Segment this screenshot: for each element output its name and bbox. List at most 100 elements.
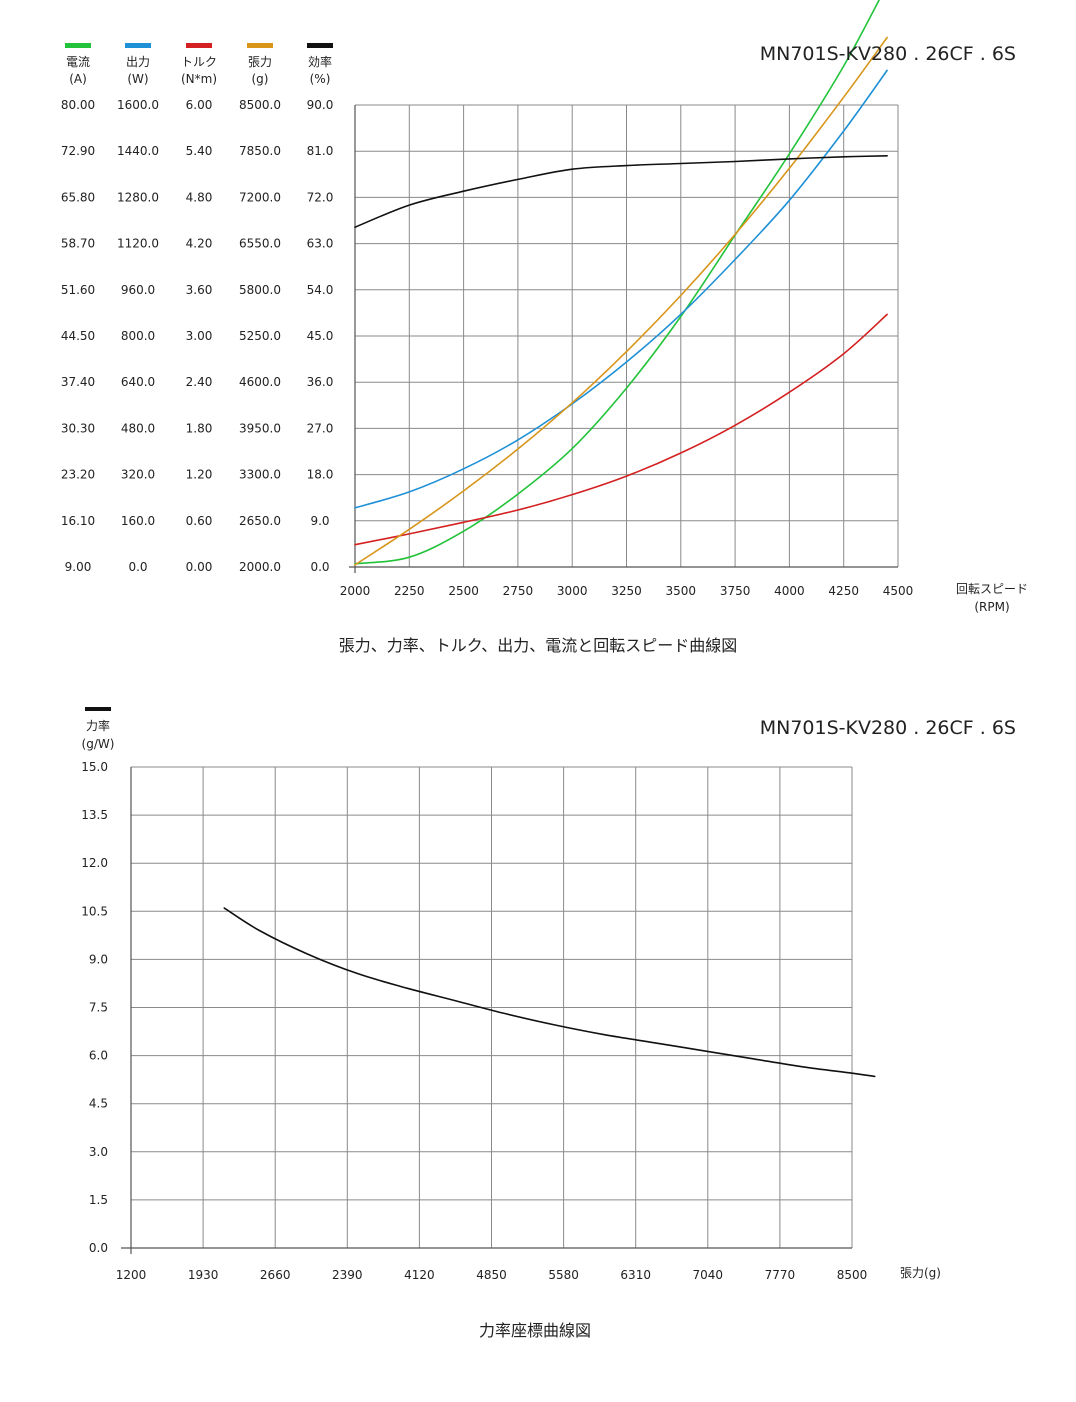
chart2-series-line bbox=[223, 907, 876, 1078]
chart1-y-tick-label: 800.0 bbox=[121, 329, 155, 343]
chart1-curves bbox=[354, 0, 888, 566]
chart1-y-tick-label: 58.70 bbox=[61, 237, 95, 251]
chart1-y-tick-label: 5250.0 bbox=[239, 329, 281, 343]
chart2-y-tick-label: 6.0 bbox=[89, 1049, 108, 1063]
chart1-y-tick-label: 5800.0 bbox=[239, 283, 281, 297]
chart1-series-line bbox=[354, 313, 888, 546]
chart1-legend-unit: (A) bbox=[69, 72, 87, 86]
chart1-legend-swatch bbox=[307, 43, 333, 48]
chart2-x-tick-label: 4850 bbox=[476, 1268, 507, 1282]
chart1-y-tick-label: 6550.0 bbox=[239, 237, 281, 251]
chart1-y-tick-label: 3300.0 bbox=[239, 468, 281, 482]
chart1-y-tick-label: 6.00 bbox=[186, 98, 213, 112]
chart1-y-tick-label: 9.00 bbox=[65, 560, 92, 574]
chart1-y-tick-label: 51.60 bbox=[61, 283, 95, 297]
chart2-x-ticks: 1200 1930 2660 2390 4120 4850 5580 6310 7040 7770… bbox=[116, 1268, 868, 1282]
chart1-y-tick-label: 36.0 bbox=[307, 375, 334, 389]
chart2-y-tick-label: 0.0 bbox=[89, 1241, 108, 1255]
chart1-y-tick-label: 3950.0 bbox=[239, 421, 281, 435]
chart1-x-tick-label: 2000 bbox=[340, 584, 371, 598]
chart1-y-tick-label: 0.0 bbox=[310, 560, 329, 574]
chart1-y-tick-label: 1.80 bbox=[186, 421, 213, 435]
chart2-yunit: (g/W) bbox=[82, 737, 115, 751]
chart2-x-tick-label: 6310 bbox=[620, 1268, 651, 1282]
chart1-y-tick-label: 4600.0 bbox=[239, 375, 281, 389]
chart2-y-tick-label: 3.0 bbox=[89, 1145, 108, 1159]
chart1-legend-name: 出力 bbox=[126, 55, 150, 69]
chart2-y-tick-label: 1.5 bbox=[89, 1193, 108, 1207]
chart1-xlabel: 回転スピード bbox=[956, 582, 1028, 596]
chart1-y-tick-label: 2650.0 bbox=[239, 514, 281, 528]
chart1-y-tick-label: 9.0 bbox=[310, 514, 329, 528]
chart1-series-line bbox=[354, 155, 888, 228]
chart1-y-tick-label: 81.0 bbox=[307, 144, 334, 158]
chart2-y-tick-label: 10.5 bbox=[81, 904, 108, 918]
chart1-y-tick-label: 3.60 bbox=[186, 283, 213, 297]
chart1-y-tick-label: 27.0 bbox=[307, 421, 334, 435]
chart1-y-tick-label: 7850.0 bbox=[239, 144, 281, 158]
chart1-legend-swatch bbox=[65, 43, 91, 48]
chart2-y-tick-label: 12.0 bbox=[81, 856, 108, 870]
chart2-grid bbox=[121, 766, 853, 1254]
chart1-x-ticks: 2000 2250 2500 2750 3000 3250 3500 3750 4000 4250… bbox=[340, 584, 914, 598]
chart1-y-tick-label: 54.0 bbox=[307, 283, 334, 297]
chart1-y-tick-label: 23.20 bbox=[61, 468, 95, 482]
chart1-axis-legend: 電流 (A) 出力 (W) トルク (N*m) 張力 (g) 効率 (%) bbox=[65, 43, 333, 86]
chart2-x-tick-label: 7040 bbox=[693, 1268, 724, 1282]
chart1-x-tick-label: 4000 bbox=[774, 584, 805, 598]
chart1-y-tick-label: 65.80 bbox=[61, 190, 95, 204]
chart2-caption: 力率座標曲線図 bbox=[479, 1321, 591, 1340]
chart1-y-tick-label: 640.0 bbox=[121, 375, 155, 389]
chart2-x-tick-label: 5580 bbox=[548, 1268, 579, 1282]
chart1-legend-swatch bbox=[247, 43, 273, 48]
chart2-y-tick-label: 9.0 bbox=[89, 952, 108, 966]
chart1-y-tick-label: 2.40 bbox=[186, 375, 213, 389]
chart1-x-tick-label: 4250 bbox=[828, 584, 859, 598]
chart1-y-tick-label: 45.0 bbox=[307, 329, 334, 343]
chart1-y-tick-label: 16.10 bbox=[61, 514, 95, 528]
chart1-y-tick-label: 2000.0 bbox=[239, 560, 281, 574]
chart1-series-line bbox=[354, 69, 888, 509]
chart2-x-tick-label: 1930 bbox=[188, 1268, 219, 1282]
chart1-caption: 張力、力率、トルク、出力、電流と回転スピード曲線図 bbox=[339, 636, 738, 655]
chart1-series-line bbox=[354, 0, 881, 565]
chart1-legend-swatch bbox=[186, 43, 212, 48]
chart1-legend-unit: (W) bbox=[127, 72, 148, 86]
chart1-y-tick-label: 480.0 bbox=[121, 421, 155, 435]
chart1-y-tick-label: 72.90 bbox=[61, 144, 95, 158]
chart1-x-tick-label: 3500 bbox=[666, 584, 697, 598]
chart1-legend-name: 効率 bbox=[308, 54, 332, 69]
chart1-y-tick-label: 1.20 bbox=[186, 468, 213, 482]
chart2-y-tick-label: 7.5 bbox=[89, 1001, 108, 1015]
chart1-y-tick-label: 0.60 bbox=[186, 514, 213, 528]
chart2-title: MN701S-KV280 . 26CF . 6S bbox=[760, 717, 1016, 739]
chart1-y-tick-label: 30.30 bbox=[61, 421, 95, 435]
chart1-y-tick-label: 0.00 bbox=[186, 560, 213, 574]
chart1-x-tick-label: 2500 bbox=[448, 584, 479, 598]
chart1-x-tick-label: 4500 bbox=[883, 584, 914, 598]
chart1-title: MN701S-KV280 . 26CF . 6S bbox=[760, 43, 1016, 65]
chart1-y-tick-label: 5.40 bbox=[186, 144, 213, 158]
chart1-legend-name: 電流 bbox=[66, 55, 90, 69]
chart1-y-tick-label: 160.0 bbox=[121, 514, 155, 528]
chart1-legend-name: トルク bbox=[181, 55, 217, 69]
chart1-y-tick-label: 8500.0 bbox=[239, 98, 281, 112]
chart1-y-tick-label: 37.40 bbox=[61, 375, 95, 389]
chart1-y-tick-label: 960.0 bbox=[121, 283, 155, 297]
chart1-y-ticks: 9.00 16.10 23.20 30.30 37.40 44.50 51.60 58.70 6… bbox=[61, 98, 334, 574]
chart1-y-tick-label: 4.20 bbox=[186, 237, 213, 251]
chart1-y-tick-label: 18.0 bbox=[307, 468, 334, 482]
chart2-y-tick-label: 15.0 bbox=[81, 760, 108, 774]
chart1-x-tick-label: 3750 bbox=[720, 584, 751, 598]
chart1-legend-unit: (N*m) bbox=[181, 72, 217, 86]
chart2-x-tick-label: 1200 bbox=[116, 1268, 147, 1282]
chart2-legend-swatch bbox=[85, 707, 111, 711]
chart1-y-tick-label: 44.50 bbox=[61, 329, 95, 343]
chart1-y-tick-label: 63.0 bbox=[307, 237, 334, 251]
chart2-y-ticks: 0.0 1.5 3.0 4.5 6.0 7.5 9.0 10.5 12.0 13.5 15.0 bbox=[81, 760, 108, 1255]
chart1-y-tick-label: 90.0 bbox=[307, 98, 334, 112]
chart1-x-tick-label: 3000 bbox=[557, 584, 588, 598]
chart1-y-tick-label: 1600.0 bbox=[117, 98, 159, 112]
chart1-y-tick-label: 4.80 bbox=[186, 190, 213, 204]
chart1-y-tick-label: 1280.0 bbox=[117, 190, 159, 204]
